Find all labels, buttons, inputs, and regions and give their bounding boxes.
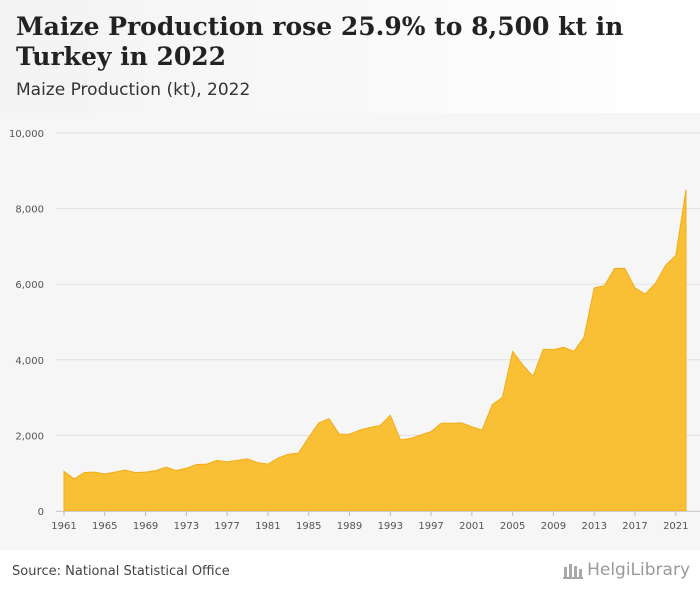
- data-point-1966: [114, 471, 116, 473]
- data-point-2005: [511, 350, 513, 352]
- data-point-1973: [185, 467, 187, 469]
- data-point-2003: [491, 404, 493, 406]
- data-point-1986: [318, 422, 320, 424]
- x-tick-label: 2021: [663, 521, 688, 532]
- brand-name: HelgiLibrary: [587, 560, 690, 580]
- x-tick-label: 1985: [296, 521, 321, 532]
- data-point-2011: [573, 350, 575, 352]
- data-point-1994: [399, 439, 401, 441]
- data-point-2013: [593, 287, 595, 289]
- data-point-2007: [532, 375, 534, 377]
- x-tick-label: 2001: [459, 521, 484, 532]
- library-icon: [563, 564, 584, 579]
- data-point-2018: [644, 293, 646, 295]
- data-point-1963: [83, 471, 85, 473]
- data-point-1995: [409, 437, 411, 439]
- data-point-2009: [552, 348, 554, 350]
- data-point-1979: [246, 458, 248, 460]
- chart-subtitle: Maize Production (kt), 2022: [16, 80, 251, 100]
- data-point-1993: [389, 414, 391, 416]
- data-point-2006: [522, 364, 524, 366]
- data-point-1970: [155, 469, 157, 471]
- data-point-1989: [348, 433, 350, 435]
- x-tick-label: 1989: [337, 521, 362, 532]
- data-point-1971: [165, 466, 167, 468]
- data-point-1978: [236, 459, 238, 461]
- data-point-2010: [562, 346, 564, 348]
- data-point-1977: [226, 461, 228, 463]
- data-point-1988: [338, 433, 340, 435]
- series-area-maize-production: [63, 189, 687, 512]
- y-tick-label: 8,000: [15, 205, 44, 216]
- data-point-2019: [654, 282, 656, 284]
- data-point-2022: [685, 189, 687, 191]
- y-tick-label: 6,000: [15, 280, 44, 291]
- data-point-1998: [440, 422, 442, 424]
- x-tick-label: 1961: [51, 521, 76, 532]
- data-point-2021: [675, 254, 677, 256]
- x-tick-label: 1973: [174, 521, 199, 532]
- data-point-1985: [308, 436, 310, 438]
- data-point-2008: [542, 348, 544, 350]
- data-point-1990: [359, 429, 361, 431]
- chart-title: Maize Production rose 25.9% to 8,500 kt …: [16, 12, 624, 71]
- data-point-2012: [583, 336, 585, 338]
- x-tick-label: 2005: [500, 521, 525, 532]
- x-tick-label: 1965: [92, 521, 117, 532]
- x-tick-label: 2017: [622, 521, 647, 532]
- data-point-1991: [369, 426, 371, 428]
- x-tick-label: 2013: [582, 521, 607, 532]
- brand-logo[interactable]: HelgiLibrary: [563, 560, 690, 580]
- data-point-1975: [206, 463, 208, 465]
- x-tick-label: 1993: [378, 521, 403, 532]
- data-point-1961: [63, 470, 65, 472]
- y-tick-label: 0: [38, 507, 44, 518]
- data-point-2001: [471, 426, 473, 428]
- data-point-1974: [195, 463, 197, 465]
- data-point-1992: [379, 424, 381, 426]
- data-point-2016: [624, 267, 626, 269]
- data-point-2015: [613, 267, 615, 269]
- data-point-1980: [257, 461, 259, 463]
- data-point-2002: [481, 429, 483, 431]
- data-point-1983: [287, 453, 289, 455]
- data-point-1968: [134, 471, 136, 473]
- data-point-2017: [634, 287, 636, 289]
- y-tick-label: 10,000: [9, 129, 44, 140]
- y-tick-label: 4,000: [15, 356, 44, 367]
- data-point-1987: [328, 418, 330, 420]
- data-point-2014: [603, 285, 605, 287]
- data-point-1962: [73, 478, 75, 480]
- source-note: Source: National Statistical Office: [12, 564, 230, 579]
- data-point-1997: [430, 430, 432, 432]
- x-tick-label: 1981: [255, 521, 280, 532]
- x-tick-label: 1997: [418, 521, 443, 532]
- y-tick-label: 2,000: [15, 431, 44, 442]
- data-point-1982: [277, 457, 279, 459]
- data-point-1984: [297, 452, 299, 454]
- data-point-1996: [420, 434, 422, 436]
- x-tick-label: 1977: [214, 521, 239, 532]
- data-point-2000: [460, 422, 462, 424]
- data-point-1967: [124, 469, 126, 471]
- data-point-2004: [501, 396, 503, 398]
- header: Maize Production rose 25.9% to 8,500 kt …: [0, 0, 700, 113]
- x-tick-label: 2009: [541, 521, 566, 532]
- data-point-1999: [450, 422, 452, 424]
- data-point-1981: [267, 463, 269, 465]
- data-point-1972: [175, 469, 177, 471]
- data-point-1964: [93, 471, 95, 473]
- data-point-1965: [104, 473, 106, 475]
- data-point-2020: [664, 264, 666, 266]
- data-point-1976: [216, 459, 218, 461]
- x-tick-label: 1969: [133, 521, 158, 532]
- data-point-1969: [144, 471, 146, 473]
